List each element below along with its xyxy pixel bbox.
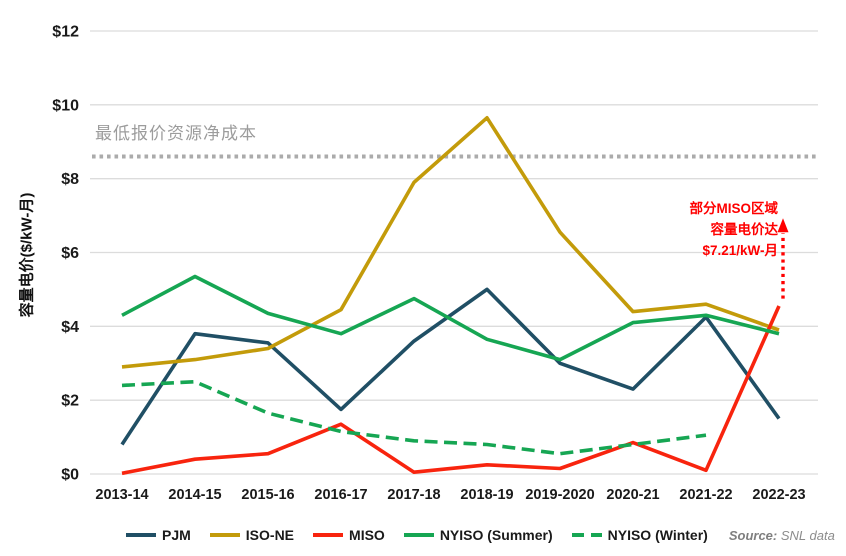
- legend-label: ISO-NE: [245, 527, 295, 543]
- y-axis-tick-label: $2: [61, 393, 79, 410]
- y-axis-tick-label: $0: [61, 467, 79, 484]
- legend-item-pjm: PJM: [126, 527, 191, 543]
- x-axis-tick-label: 2014-15: [168, 487, 221, 503]
- legend-label: NYISO (Winter): [607, 527, 708, 543]
- source-text: SNL data: [777, 527, 835, 543]
- legend-swatch: [571, 533, 602, 537]
- x-axis-tick-label: 2017-18: [387, 487, 440, 503]
- legend-swatch: [209, 533, 240, 537]
- series-line-miso: [121, 305, 781, 476]
- threshold-line-label: 最低报价资源净成本: [95, 124, 257, 143]
- x-axis-tick-label: 2021-22: [679, 487, 732, 503]
- y-axis-tick-label: $8: [61, 171, 79, 188]
- chart-legend: PJM ISO-NE MISO NYISO (Summer) NYISO (Winter…: [126, 527, 835, 543]
- legend-item-iso-ne: ISO-NE: [209, 527, 295, 543]
- annotation-arrow-head: [777, 218, 789, 233]
- legend-item-nyiso-summer-: NYISO (Summer): [403, 527, 553, 543]
- legend-item-nyiso-winter-: NYISO (Winter): [571, 527, 708, 543]
- series-line-pjm: [120, 287, 781, 446]
- source-note: Source: SNL data: [729, 528, 835, 543]
- legend-swatch: [313, 533, 344, 537]
- y-axis-tick-label: $6: [61, 245, 79, 262]
- legend-label: NYISO (Summer): [439, 527, 553, 543]
- x-axis-tick-label: 2013-14: [95, 487, 148, 503]
- miso-price-annotation: 部分MISO区域 容量电价达 $7.21/kW-月: [689, 198, 778, 261]
- y-axis-tick-label: $4: [61, 319, 79, 336]
- legend-swatch: [126, 533, 156, 537]
- y-axis-title: 容量电价($/kW-月): [18, 192, 36, 318]
- x-axis-tick-label: 2016-17: [314, 487, 367, 503]
- legend-item-miso: MISO: [313, 527, 385, 543]
- x-axis-tick-label: 2022-23: [752, 487, 805, 503]
- series-line-nyiso-summer-: [121, 274, 780, 362]
- legend-swatch: [403, 533, 434, 537]
- series-line-iso-ne: [121, 116, 780, 369]
- y-axis-tick-label: $10: [52, 97, 79, 114]
- annotation-line-3: $7.21/kW-月: [702, 243, 778, 258]
- legend-label: MISO: [349, 527, 385, 543]
- annotation-line-2: 容量电价达: [710, 222, 779, 237]
- source-label: Source:: [728, 527, 778, 543]
- x-axis-tick-label: 2015-16: [241, 487, 294, 503]
- y-axis-tick-label: $12: [52, 24, 79, 41]
- series-line-nyiso-winter-: [121, 379, 707, 456]
- x-axis-tick-label: 2018-19: [460, 487, 513, 503]
- x-axis-tick-label: 2020-21: [606, 487, 659, 503]
- annotation-line-1: 部分MISO区域: [689, 201, 778, 216]
- legend-label: PJM: [162, 527, 191, 543]
- x-axis-tick-label: 2019-2020: [525, 487, 594, 503]
